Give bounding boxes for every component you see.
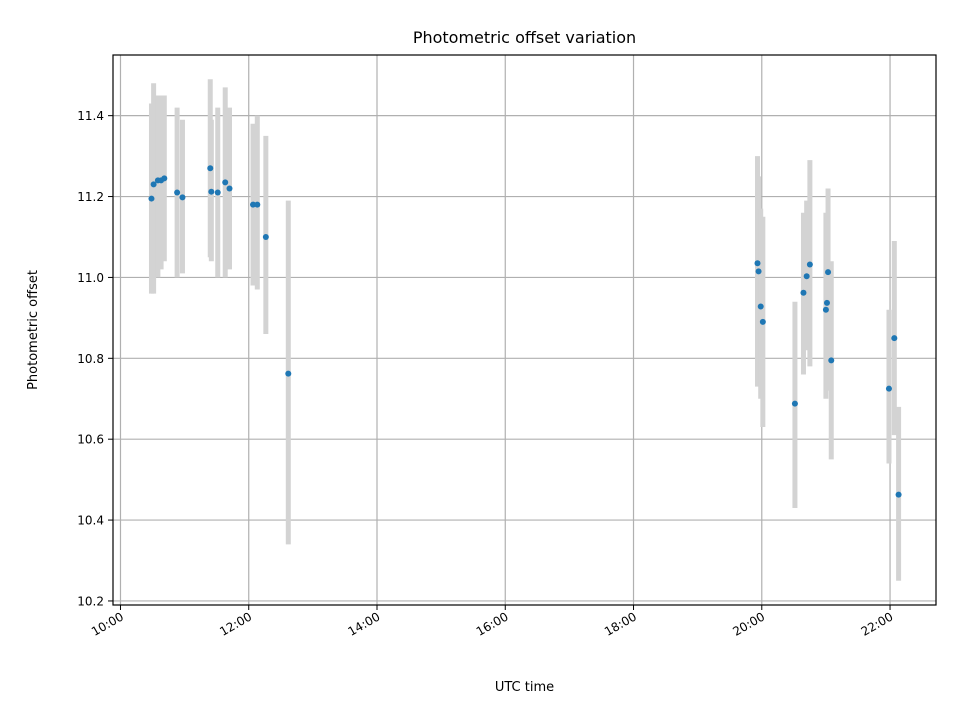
data-point — [885, 385, 892, 392]
data-point — [759, 318, 766, 325]
data-point — [214, 189, 221, 196]
y-axis-ticks: 10.2 10.4 10.6 10.8 11.0 11.2 11.4 — [77, 109, 113, 608]
data-point — [226, 185, 233, 192]
data-point — [207, 165, 214, 172]
data-point — [148, 195, 155, 202]
data-point — [825, 269, 832, 276]
data-point — [179, 194, 186, 201]
data-point — [803, 273, 810, 280]
data-point — [222, 179, 229, 186]
y-tick-label: 11.0 — [77, 271, 104, 285]
data-point — [822, 306, 829, 313]
data-point — [174, 189, 181, 196]
data-point — [208, 188, 215, 195]
data-point — [791, 400, 798, 407]
chart-title: Photometric offset variation — [413, 28, 636, 47]
data-points — [148, 165, 902, 498]
y-tick-label: 11.4 — [77, 109, 104, 123]
data-point — [262, 233, 269, 240]
x-axis-label: UTC time — [495, 680, 554, 695]
data-point — [823, 299, 830, 306]
data-point — [828, 357, 835, 364]
data-point — [254, 201, 261, 208]
plot-frame — [112, 54, 937, 606]
y-axis-label: Photometric offset — [26, 270, 41, 390]
data-point — [800, 289, 807, 296]
y-tick-label: 10.4 — [77, 514, 104, 528]
y-tick-label: 10.8 — [77, 352, 104, 366]
data-point — [755, 268, 762, 275]
data-point — [757, 303, 764, 310]
data-point — [250, 201, 257, 208]
data-point — [161, 175, 168, 182]
y-tick-label: 11.2 — [77, 190, 104, 204]
data-point — [754, 260, 761, 267]
data-point — [806, 261, 813, 268]
data-point — [150, 181, 157, 188]
y-tick-label: 10.6 — [77, 433, 104, 447]
y-tick-label: 10.2 — [77, 594, 104, 608]
data-point — [895, 491, 902, 498]
data-point — [285, 370, 292, 377]
data-point — [891, 335, 898, 342]
